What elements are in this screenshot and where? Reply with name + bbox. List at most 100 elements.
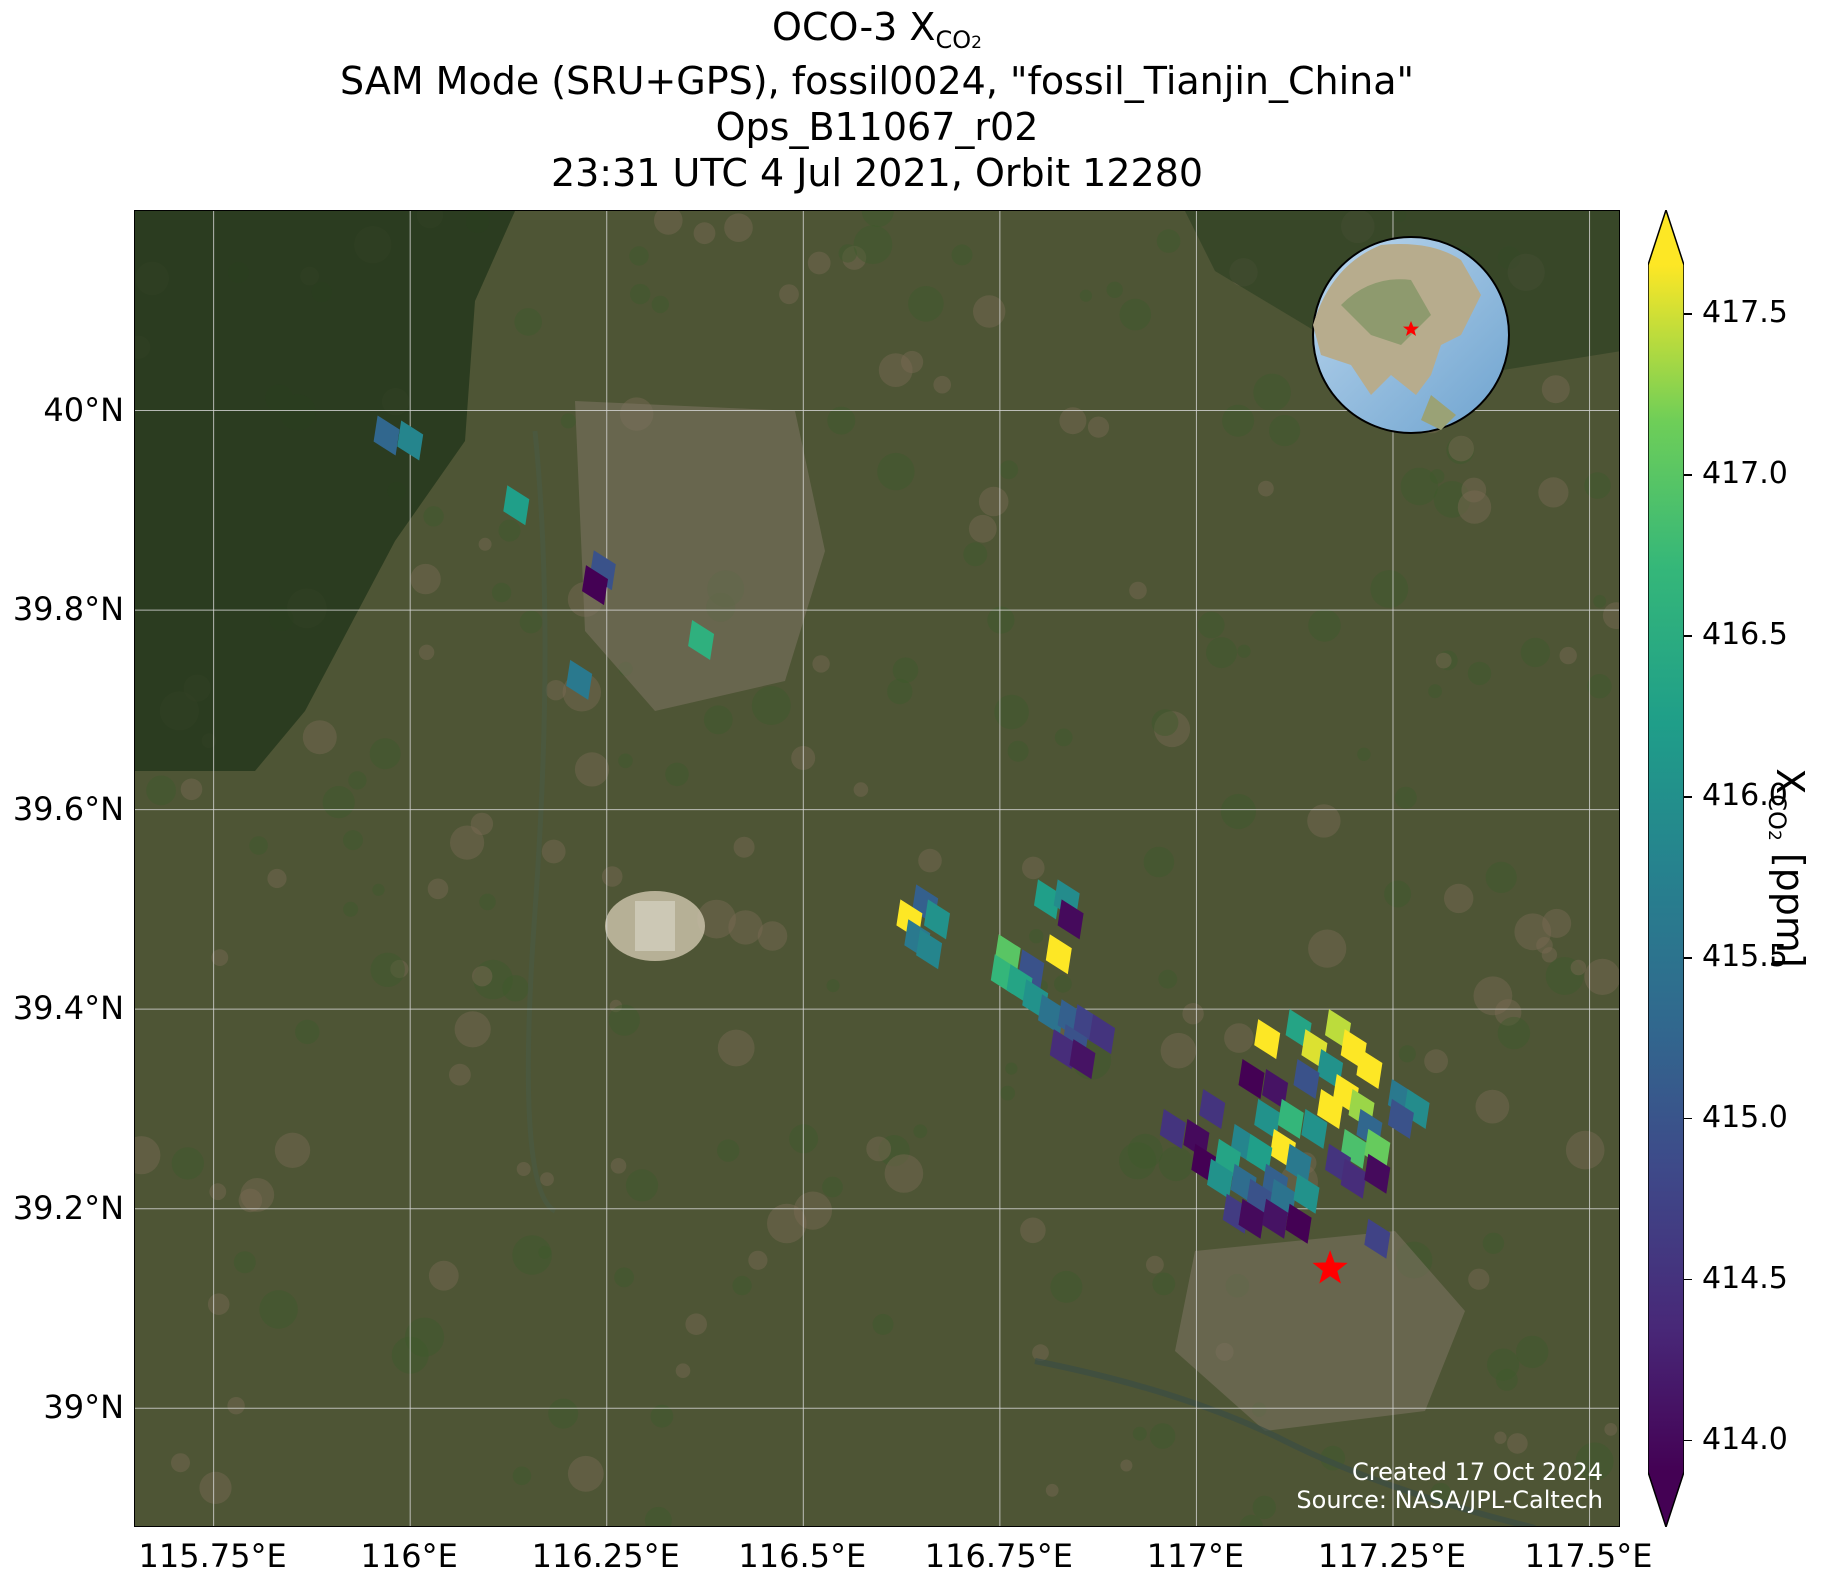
- credit-source: Source: NASA/JPL-Caltech: [1296, 1486, 1603, 1514]
- y-tick-label: 39.6°N: [12, 789, 124, 828]
- terrain-patch: [259, 1290, 298, 1329]
- colorbar-extend-min: [1648, 1472, 1684, 1527]
- terrain-patch: [1152, 1272, 1176, 1296]
- credit-created: Created 17 Oct 2024: [1352, 1458, 1603, 1486]
- inset-globe: [1312, 236, 1510, 434]
- terrain-patch: [516, 1162, 531, 1176]
- xco2-sounding: [503, 485, 530, 526]
- terrain-patch: [1045, 1483, 1059, 1497]
- terrain-patch: [428, 1260, 459, 1291]
- y-tick-label: 39.8°N: [12, 590, 124, 629]
- terrain-patch: [614, 1267, 634, 1288]
- xco2-sounding: [1293, 1059, 1320, 1099]
- colorbar-tick-mark: [1684, 474, 1692, 476]
- terrain-patch: [1398, 1045, 1416, 1063]
- terrain-patch: [267, 868, 287, 889]
- globe-target-star-icon: [1403, 321, 1419, 336]
- xco2-sounding: [373, 415, 400, 456]
- terrain-patch: [370, 952, 405, 987]
- terrain-patch: [240, 1178, 275, 1212]
- x-tick-label: 115.75°E: [138, 1537, 287, 1575]
- terrain-patch: [878, 1135, 910, 1167]
- colorbar-tick-label: 416.0: [1702, 778, 1788, 814]
- xco2-sounding: [1089, 1014, 1116, 1055]
- terrain-patch: [1435, 652, 1452, 669]
- xco2-sounding: [1159, 1108, 1186, 1149]
- xco2-sounding: [1034, 879, 1060, 920]
- terrain-patch: [693, 222, 716, 245]
- colorbar-extend-max: [1648, 210, 1684, 265]
- xco2-sounding: [1057, 899, 1084, 940]
- terrain-patch: [1538, 477, 1569, 508]
- terrain-patch: [1029, 929, 1044, 944]
- terrain-patch: [199, 1471, 232, 1504]
- terrain-patch: [987, 606, 1015, 634]
- terrain-patch: [717, 1139, 740, 1162]
- terrain-patch: [1448, 435, 1474, 462]
- terrain-patch: [1424, 1049, 1448, 1074]
- terrain-patch: [274, 1132, 311, 1168]
- terrain-patch: [1237, 644, 1251, 658]
- terrain-patch: [491, 582, 512, 603]
- terrain-patch: [901, 350, 924, 374]
- terrain-patch: [1222, 404, 1255, 437]
- terrain-patch: [1005, 1062, 1018, 1075]
- xco2-sounding: [1262, 1198, 1289, 1239]
- terrain-patch: [410, 563, 441, 595]
- terrain-patch: [1054, 974, 1072, 993]
- terrain-patch: [1541, 375, 1570, 404]
- terrain-patch: [685, 1313, 707, 1335]
- terrain-patch: [146, 775, 176, 806]
- terrain-patch: [1007, 740, 1029, 762]
- colorbar-tick-mark: [1684, 1117, 1692, 1120]
- colorbar-tick-label: 414.5: [1702, 1260, 1788, 1296]
- terrain-patch: [1461, 477, 1487, 503]
- river: [525, 430, 557, 1214]
- terrain-patch: [1132, 1426, 1147, 1441]
- x-tick-label: 117.25°E: [1317, 1537, 1467, 1575]
- xco2-sounding: [1199, 1089, 1226, 1129]
- terrain-patch: [180, 778, 203, 801]
- xco2-sounding: [1285, 1203, 1312, 1244]
- title-product: OCO-3 X: [772, 5, 936, 49]
- terrain-patch: [872, 1313, 894, 1335]
- terrain-patch: [1482, 1232, 1505, 1254]
- terrain-patch: [877, 452, 915, 491]
- terrain-patch: [1384, 880, 1412, 908]
- terrain-patch: [610, 1158, 627, 1174]
- terrain-patch: [1059, 407, 1087, 435]
- x-tick-label: 116°E: [360, 1537, 458, 1575]
- xco2-sounding: [1238, 1198, 1265, 1239]
- terrain-patch: [372, 883, 385, 896]
- terrain-patch: [423, 506, 444, 527]
- terrain-patch: [560, 413, 576, 429]
- terrain-patch: [629, 246, 649, 266]
- terrain-patch: [994, 694, 1029, 730]
- xco2-sounding: [1317, 1089, 1344, 1129]
- terrain-patch: [171, 1453, 190, 1473]
- terrain-patch: [322, 786, 355, 819]
- terrain-patch: [233, 1251, 256, 1274]
- terrain-patch: [1120, 1459, 1133, 1472]
- terrain-patch: [1494, 1431, 1507, 1444]
- colorbar-tick-mark: [1684, 313, 1692, 315]
- terrain-patch: [427, 878, 449, 900]
- terrain-patch: [1487, 1348, 1520, 1381]
- map-panel[interactable]: Created 17 Oct 2024 Source: NASA/JPL-Cal…: [134, 210, 1620, 1527]
- terrain-patch: [963, 542, 988, 567]
- terrain-patch: [1106, 281, 1123, 298]
- terrain-patch: [1394, 786, 1417, 809]
- x-tick-label: 117°E: [1146, 1537, 1245, 1575]
- xco2-sounding: [1364, 1153, 1391, 1194]
- terrain-patch: [209, 1183, 227, 1201]
- terrain-patch: [295, 1019, 320, 1045]
- terrain-patch: [826, 979, 840, 993]
- terrain-patch: [343, 830, 363, 851]
- xco2-sounding: [1045, 934, 1072, 975]
- terrain-patch: [1433, 481, 1471, 518]
- terrain-patch: [369, 738, 401, 770]
- terrain-patch: [892, 657, 919, 683]
- xco2-soundings: [373, 415, 1430, 1259]
- terrain-patch: [999, 460, 1019, 480]
- terrain-patch: [665, 762, 689, 787]
